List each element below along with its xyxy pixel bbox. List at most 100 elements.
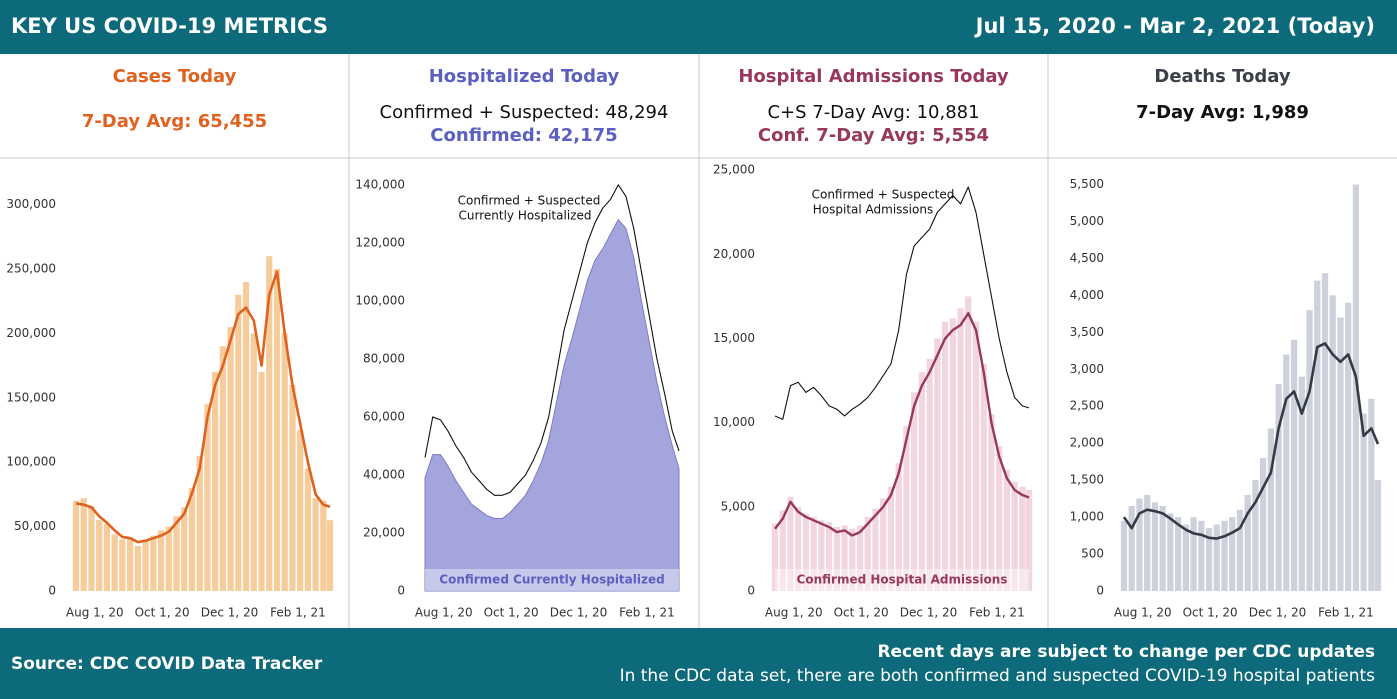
header-bar <box>0 0 1397 54</box>
bar <box>779 510 786 591</box>
x-tick-label: Aug 1, 20 <box>66 606 124 620</box>
bar <box>96 520 103 591</box>
bar <box>880 498 887 591</box>
y-tick-label: 150,000 <box>6 390 56 404</box>
bar <box>212 372 219 591</box>
y-tick-label: 3,500 <box>1070 325 1104 339</box>
bar <box>771 523 779 591</box>
bar <box>1019 486 1026 591</box>
bar <box>1298 376 1305 591</box>
bar <box>1003 469 1011 591</box>
bar <box>165 526 172 591</box>
label-band <box>425 569 679 591</box>
y-tick-label: 140,000 <box>355 177 405 191</box>
x-tick-label: Oct 1, 20 <box>484 606 539 620</box>
bar <box>918 372 925 591</box>
bar <box>235 294 242 591</box>
annotation: Confirmed + Suspected <box>812 188 955 202</box>
x-tick-label: Oct 1, 20 <box>834 606 889 620</box>
bar <box>1236 509 1244 591</box>
x-tick-label: Feb 1, 21 <box>969 606 1025 620</box>
label-band <box>775 569 1029 591</box>
bar <box>157 530 165 591</box>
bar <box>1229 517 1236 591</box>
bar <box>1275 384 1282 591</box>
bar <box>1174 517 1182 591</box>
y-tick-label: 2,500 <box>1070 399 1104 413</box>
bar <box>134 545 141 591</box>
bar <box>1151 502 1159 591</box>
bar <box>965 296 972 591</box>
x-tick-label: Feb 1, 21 <box>619 606 675 620</box>
annotation: Hospital Admissions <box>813 203 933 217</box>
bar <box>911 392 918 591</box>
y-tick-label: 0 <box>747 584 755 598</box>
y-tick-label: 100,000 <box>355 293 405 307</box>
bar <box>289 384 296 591</box>
bar <box>1128 506 1135 591</box>
bar <box>111 534 118 591</box>
y-tick-label: 250,000 <box>6 262 56 276</box>
bar <box>227 326 234 591</box>
bar <box>1025 490 1033 591</box>
bar <box>972 321 980 591</box>
bar <box>250 333 257 591</box>
line <box>424 184 680 496</box>
footer-bar <box>0 628 1397 699</box>
bar <box>1182 524 1189 591</box>
y-tick-label: 20,000 <box>713 247 755 261</box>
bar <box>1260 457 1267 591</box>
bar <box>1337 317 1344 591</box>
bar <box>273 269 281 591</box>
x-tick-label: Aug 1, 20 <box>765 606 823 620</box>
x-tick-label: Dec 1, 20 <box>201 606 259 620</box>
bar <box>825 521 833 591</box>
header-date-range: Jul 15, 2020 - Mar 2, 2021 (Today) <box>974 14 1375 38</box>
annotation: Confirmed Hospital Admissions <box>797 573 1008 587</box>
bar <box>996 446 1003 591</box>
bar <box>980 363 987 591</box>
y-tick-label: 100,000 <box>6 455 56 469</box>
x-tick-label: Oct 1, 20 <box>1183 606 1238 620</box>
bar <box>1120 520 1128 591</box>
panel-title: Cases Today <box>113 66 237 87</box>
line <box>774 186 1030 420</box>
bar <box>849 528 856 591</box>
panel-stat: 7-Day Avg: 65,455 <box>82 111 267 132</box>
bar <box>895 463 902 591</box>
y-tick-label: 25,000 <box>713 163 755 177</box>
bar <box>841 525 848 591</box>
y-tick-label: 300,000 <box>6 197 56 211</box>
panel-title: Deaths Today <box>1154 66 1290 87</box>
bar <box>810 516 817 591</box>
bar <box>795 506 802 591</box>
x-tick-label: Dec 1, 20 <box>550 606 608 620</box>
bar <box>1283 354 1290 591</box>
bar <box>1290 339 1298 591</box>
y-tick-label: 10,000 <box>713 415 755 429</box>
bar <box>941 321 949 591</box>
y-tick-label: 200,000 <box>6 326 56 340</box>
bar <box>818 520 825 591</box>
bar <box>1244 494 1251 591</box>
bar <box>204 404 211 591</box>
annotation: Currently Hospitalized <box>459 209 592 223</box>
bar <box>1221 520 1228 591</box>
annotation: Confirmed Currently Hospitalized <box>439 573 664 587</box>
bar <box>297 430 304 591</box>
y-tick-label: 0 <box>397 584 405 598</box>
bar <box>1374 480 1382 591</box>
y-tick-label: 0 <box>48 584 56 598</box>
header-title: KEY US COVID-19 METRICS <box>11 14 328 38</box>
bar <box>88 506 95 591</box>
bar <box>1267 428 1274 591</box>
bar <box>326 520 334 591</box>
panel-stat: Conf. 7-Day Avg: 5,554 <box>758 125 989 146</box>
bar <box>1011 481 1018 591</box>
bar <box>1144 494 1151 591</box>
bar <box>258 372 265 591</box>
y-tick-label: 5,000 <box>721 499 755 513</box>
y-tick-label: 1,000 <box>1070 510 1104 524</box>
panel-stat: Confirmed: 42,175 <box>430 125 617 146</box>
